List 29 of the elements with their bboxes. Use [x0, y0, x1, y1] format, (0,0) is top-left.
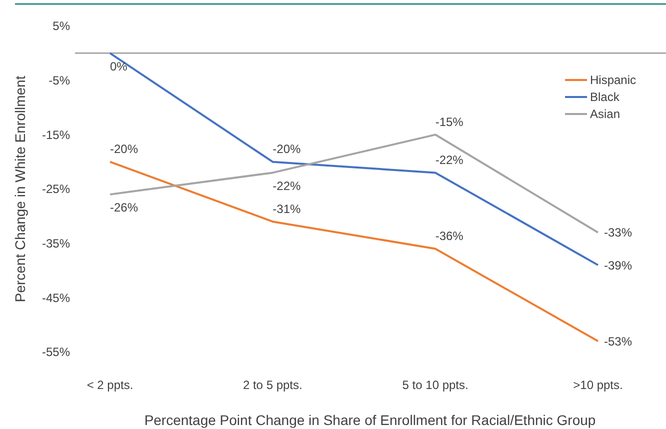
data-label: -36% — [435, 228, 464, 243]
data-label: -20% — [272, 142, 302, 156]
y-axis-title: Percent Change in White Enrollment — [12, 76, 28, 302]
data-label: -22% — [435, 152, 464, 167]
x-tick-label: 5 to 10 ppts. — [402, 378, 468, 392]
legend-label: Black — [590, 90, 620, 104]
data-label: -33% — [604, 226, 632, 240]
x-tick-label: < 2 ppts. — [86, 378, 134, 392]
data-label: -15% — [435, 114, 464, 129]
data-label: -53% — [604, 334, 632, 348]
x-tick-label: >10 ppts. — [573, 378, 623, 392]
x-axis-title: Percentage Point Change in Share of Enrollment for Racial/Ethnic Group — [144, 412, 596, 428]
legend-label: Hispanic — [590, 73, 636, 88]
y-tick-label: -35% — [42, 236, 70, 251]
y-tick-label: -15% — [42, 128, 70, 142]
y-tick-label: -5% — [48, 74, 70, 88]
data-label: -26% — [110, 200, 138, 215]
data-label: -39% — [604, 258, 632, 272]
x-tick-label: 2 to 5 ppts. — [242, 378, 302, 392]
y-tick-label: 5% — [52, 19, 70, 34]
data-label: -22% — [272, 178, 302, 193]
y-tick-label: -25% — [42, 182, 70, 196]
legend-label: Asian — [590, 107, 620, 122]
y-tick-label: -55% — [42, 345, 70, 360]
y-tick-label: -45% — [42, 290, 70, 305]
line-series — [109, 134, 599, 234]
data-label: -20% — [110, 142, 138, 156]
data-label: 0% — [110, 59, 128, 74]
data-label: -31% — [272, 202, 302, 216]
